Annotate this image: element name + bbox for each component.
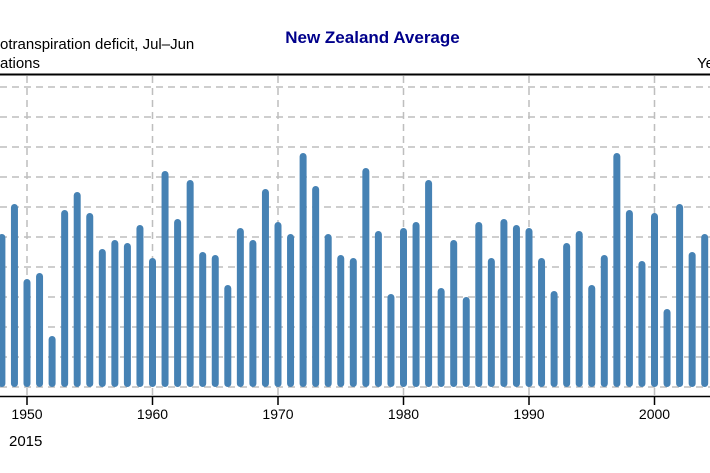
- x-tick-label: 2000: [639, 406, 670, 422]
- right-header-label: Ye: [697, 55, 710, 72]
- x-tick-label: 1970: [262, 406, 293, 422]
- x-tick-label: 1960: [137, 406, 168, 422]
- x-tick-label: 1990: [513, 406, 544, 422]
- footer-text: 2015: [9, 433, 43, 450]
- x-tick-label: 1980: [388, 406, 419, 422]
- chart-subtitle-line1: otranspiration deficit, Jul–Jun: [0, 36, 195, 53]
- x-tick-label: 1950: [11, 406, 42, 422]
- chart-subtitle-line2: ations: [0, 55, 41, 72]
- chart-title: New Zealand Average: [285, 28, 460, 47]
